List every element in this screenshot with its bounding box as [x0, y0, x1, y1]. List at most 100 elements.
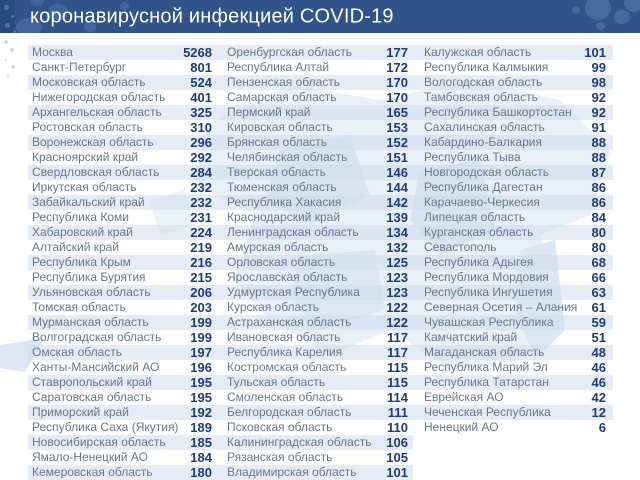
region-name: Челябинская область [227, 150, 348, 164]
region-name: Калужская область [424, 45, 532, 59]
region-row: Орловская область 125 [215, 255, 413, 270]
region-row: Приморский край 192 [28, 405, 215, 420]
paint-splat-decoration [585, 0, 611, 20]
region-name: Республика Ингушетия [424, 285, 553, 299]
region-case-count: 185 [190, 435, 212, 450]
region-name: Сахалинская область [424, 120, 545, 134]
region-name: Нижегородская область [32, 90, 166, 104]
region-name: Алтайский край [32, 240, 120, 254]
region-row: Республика Татарстан 46 [413, 375, 613, 390]
region-name: Костромская область [227, 360, 347, 374]
region-name: Москва [32, 45, 73, 59]
region-case-count: 151 [386, 150, 408, 165]
region-row: Республика Бурятия 215 [28, 270, 215, 285]
region-name: Курская область [227, 300, 319, 314]
region-case-count: 51 [591, 330, 606, 345]
region-name: Тверская область [227, 165, 326, 179]
region-name: Тульская область [227, 375, 326, 389]
region-name: Псковская область [227, 420, 333, 434]
region-row: Тверская область 146 [215, 165, 413, 180]
region-case-count: 132 [386, 240, 408, 255]
paint-blob-decoration [48, 4, 68, 20]
header-edge-strip [0, 0, 15, 33]
region-row: Республика Башкортостан 92 [413, 105, 613, 120]
region-row: Республика Коми 231 [28, 210, 215, 225]
region-row: Республика Дагестан 86 [413, 180, 613, 195]
region-case-count: 46 [591, 360, 606, 375]
region-name: Краснодарский край [227, 210, 341, 224]
region-case-count: 189 [190, 420, 212, 435]
region-name: Пензенская область [227, 75, 341, 89]
region-case-count: 196 [190, 360, 212, 375]
regions-column-3: Калужская область 101 Республика Калмыкия 9… [413, 45, 613, 435]
region-case-count: 224 [190, 225, 212, 240]
region-case-count: 99 [591, 60, 606, 75]
region-name: Иркутская область [32, 180, 137, 194]
region-case-count: 48 [591, 345, 606, 360]
region-row: Республика Алтай 172 [215, 60, 413, 75]
region-row: Мурманская область 199 [28, 315, 215, 330]
region-row: Псковская область 110 [215, 420, 413, 435]
region-case-count: 401 [190, 90, 212, 105]
region-name: Ярославская область [227, 270, 348, 284]
region-row: Томская область 203 [28, 300, 215, 315]
region-name: Тамбовская область [424, 90, 538, 104]
region-case-count: 177 [386, 45, 408, 60]
region-name: Московская область [32, 75, 146, 89]
region-name: Кабардино-Балкария [424, 135, 542, 149]
region-case-count: 199 [190, 330, 212, 345]
region-case-count: 152 [386, 135, 408, 150]
region-name: Республика Татарстан [424, 375, 549, 389]
region-name: Республика Башкортостан [424, 105, 572, 119]
region-row: Смоленская область 114 [215, 390, 413, 405]
region-name: Архангельская область [32, 105, 162, 119]
region-case-count: 123 [386, 285, 408, 300]
region-name: Ульяновская область [32, 285, 151, 299]
region-row: Москва 5268 [28, 45, 215, 60]
region-row: Вологодская область 98 [413, 75, 613, 90]
region-case-count: 6 [598, 420, 606, 435]
region-name: Брянская область [227, 135, 327, 149]
region-row: Московская область 524 [28, 75, 215, 90]
region-case-count: 110 [387, 420, 408, 435]
region-case-count: 310 [190, 120, 212, 135]
region-name: Республика Калмыкия [424, 60, 549, 74]
region-case-count: 232 [190, 195, 212, 210]
region-case-count: 63 [591, 285, 606, 300]
region-case-count: 203 [190, 300, 212, 315]
region-case-count: 122 [386, 300, 408, 315]
region-name: Томская область [32, 300, 126, 314]
region-case-count: 165 [386, 105, 408, 120]
region-name: Чеченская Республика [424, 405, 551, 419]
region-name: Карачаево-Черкесия [424, 195, 540, 209]
region-row: Тамбовская область 92 [413, 90, 613, 105]
region-name: Омская область [32, 345, 123, 359]
region-row: Забайкальский край 232 [28, 195, 215, 210]
region-name: Ивановская область [227, 330, 341, 344]
region-name: Республика Адыгея [424, 255, 534, 269]
region-row: Кировская область 153 [215, 120, 413, 135]
region-row: Магаданская область 48 [413, 345, 613, 360]
region-row: Ханты-Мансийский АО 196 [28, 360, 215, 375]
region-case-count: 106 [386, 435, 408, 450]
region-case-count: 80 [591, 225, 606, 240]
region-name: Республика Мордовия [424, 270, 549, 284]
region-name: Новгородская область [424, 165, 550, 179]
region-name: Республика Хакасия [227, 195, 342, 209]
region-row: Омская область 197 [28, 345, 215, 360]
region-row: Республика Карелия 117 [215, 345, 413, 360]
region-case-count: 144 [386, 180, 408, 195]
region-case-count: 115 [387, 375, 408, 390]
region-row: Калининградская область 106 [215, 435, 413, 450]
region-case-count: 98 [591, 75, 606, 90]
region-row: Оренбургская область 177 [215, 45, 413, 60]
region-name: Кемеровская область [32, 465, 153, 479]
region-case-count: 219 [190, 240, 212, 255]
region-case-count: 184 [190, 450, 212, 465]
region-case-count: 12 [591, 405, 606, 420]
region-row: Иркутская область 232 [28, 180, 215, 195]
region-name: Красноярский край [32, 150, 139, 164]
region-name: Республика Саха (Якутия) [32, 420, 179, 434]
region-name: Санкт-Петербург [32, 60, 127, 74]
region-name: Волгоградская область [32, 330, 162, 344]
